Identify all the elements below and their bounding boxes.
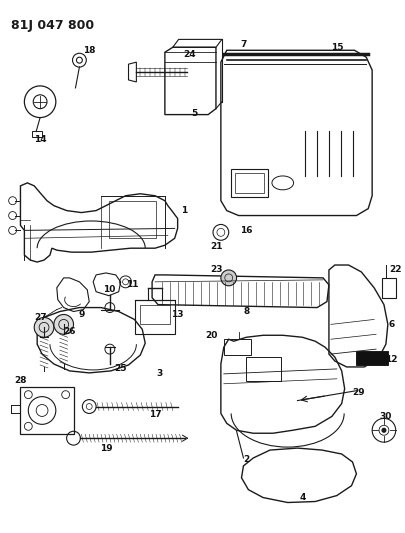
Bar (234, 173, 263, 193)
Text: 25: 25 (114, 365, 127, 374)
Text: 8: 8 (243, 307, 249, 316)
Circle shape (34, 318, 54, 337)
Text: 20: 20 (205, 331, 217, 340)
Text: 3: 3 (156, 369, 163, 378)
Text: 13: 13 (171, 310, 183, 319)
Circle shape (381, 429, 385, 432)
Text: 11: 11 (126, 280, 139, 289)
Text: 1: 1 (181, 206, 187, 215)
Bar (381, 278, 395, 297)
Text: 27: 27 (34, 313, 46, 322)
Text: 28: 28 (14, 376, 27, 385)
Text: 9: 9 (78, 310, 84, 319)
Text: 10: 10 (102, 285, 115, 294)
Bar (109, 201, 156, 238)
Text: 81J 047 800: 81J 047 800 (11, 19, 94, 31)
Bar (135, 300, 174, 334)
Text: 16: 16 (240, 226, 252, 235)
Bar (356, 351, 387, 365)
Text: 17: 17 (148, 410, 161, 419)
Text: 19: 19 (99, 443, 112, 453)
Text: 24: 24 (183, 50, 195, 59)
Text: 21: 21 (210, 241, 223, 251)
Text: 29: 29 (351, 388, 364, 397)
Bar (230, 169, 267, 197)
Bar (140, 304, 169, 325)
Text: 14: 14 (34, 135, 46, 144)
Text: 26: 26 (63, 327, 76, 336)
Bar (223, 339, 251, 355)
Text: 2: 2 (243, 456, 249, 464)
Text: 5: 5 (191, 109, 197, 118)
Text: 6: 6 (388, 320, 394, 329)
Text: 22: 22 (388, 265, 401, 274)
Text: 18: 18 (83, 46, 95, 55)
Text: 23: 23 (210, 265, 223, 274)
Text: 4: 4 (298, 493, 305, 502)
Text: 12: 12 (384, 354, 396, 364)
Circle shape (220, 270, 236, 286)
Text: 7: 7 (240, 40, 246, 49)
Bar (20, 387, 74, 434)
Bar (246, 357, 280, 381)
Text: 15: 15 (330, 43, 342, 52)
Text: 30: 30 (379, 412, 391, 421)
Circle shape (54, 314, 73, 334)
